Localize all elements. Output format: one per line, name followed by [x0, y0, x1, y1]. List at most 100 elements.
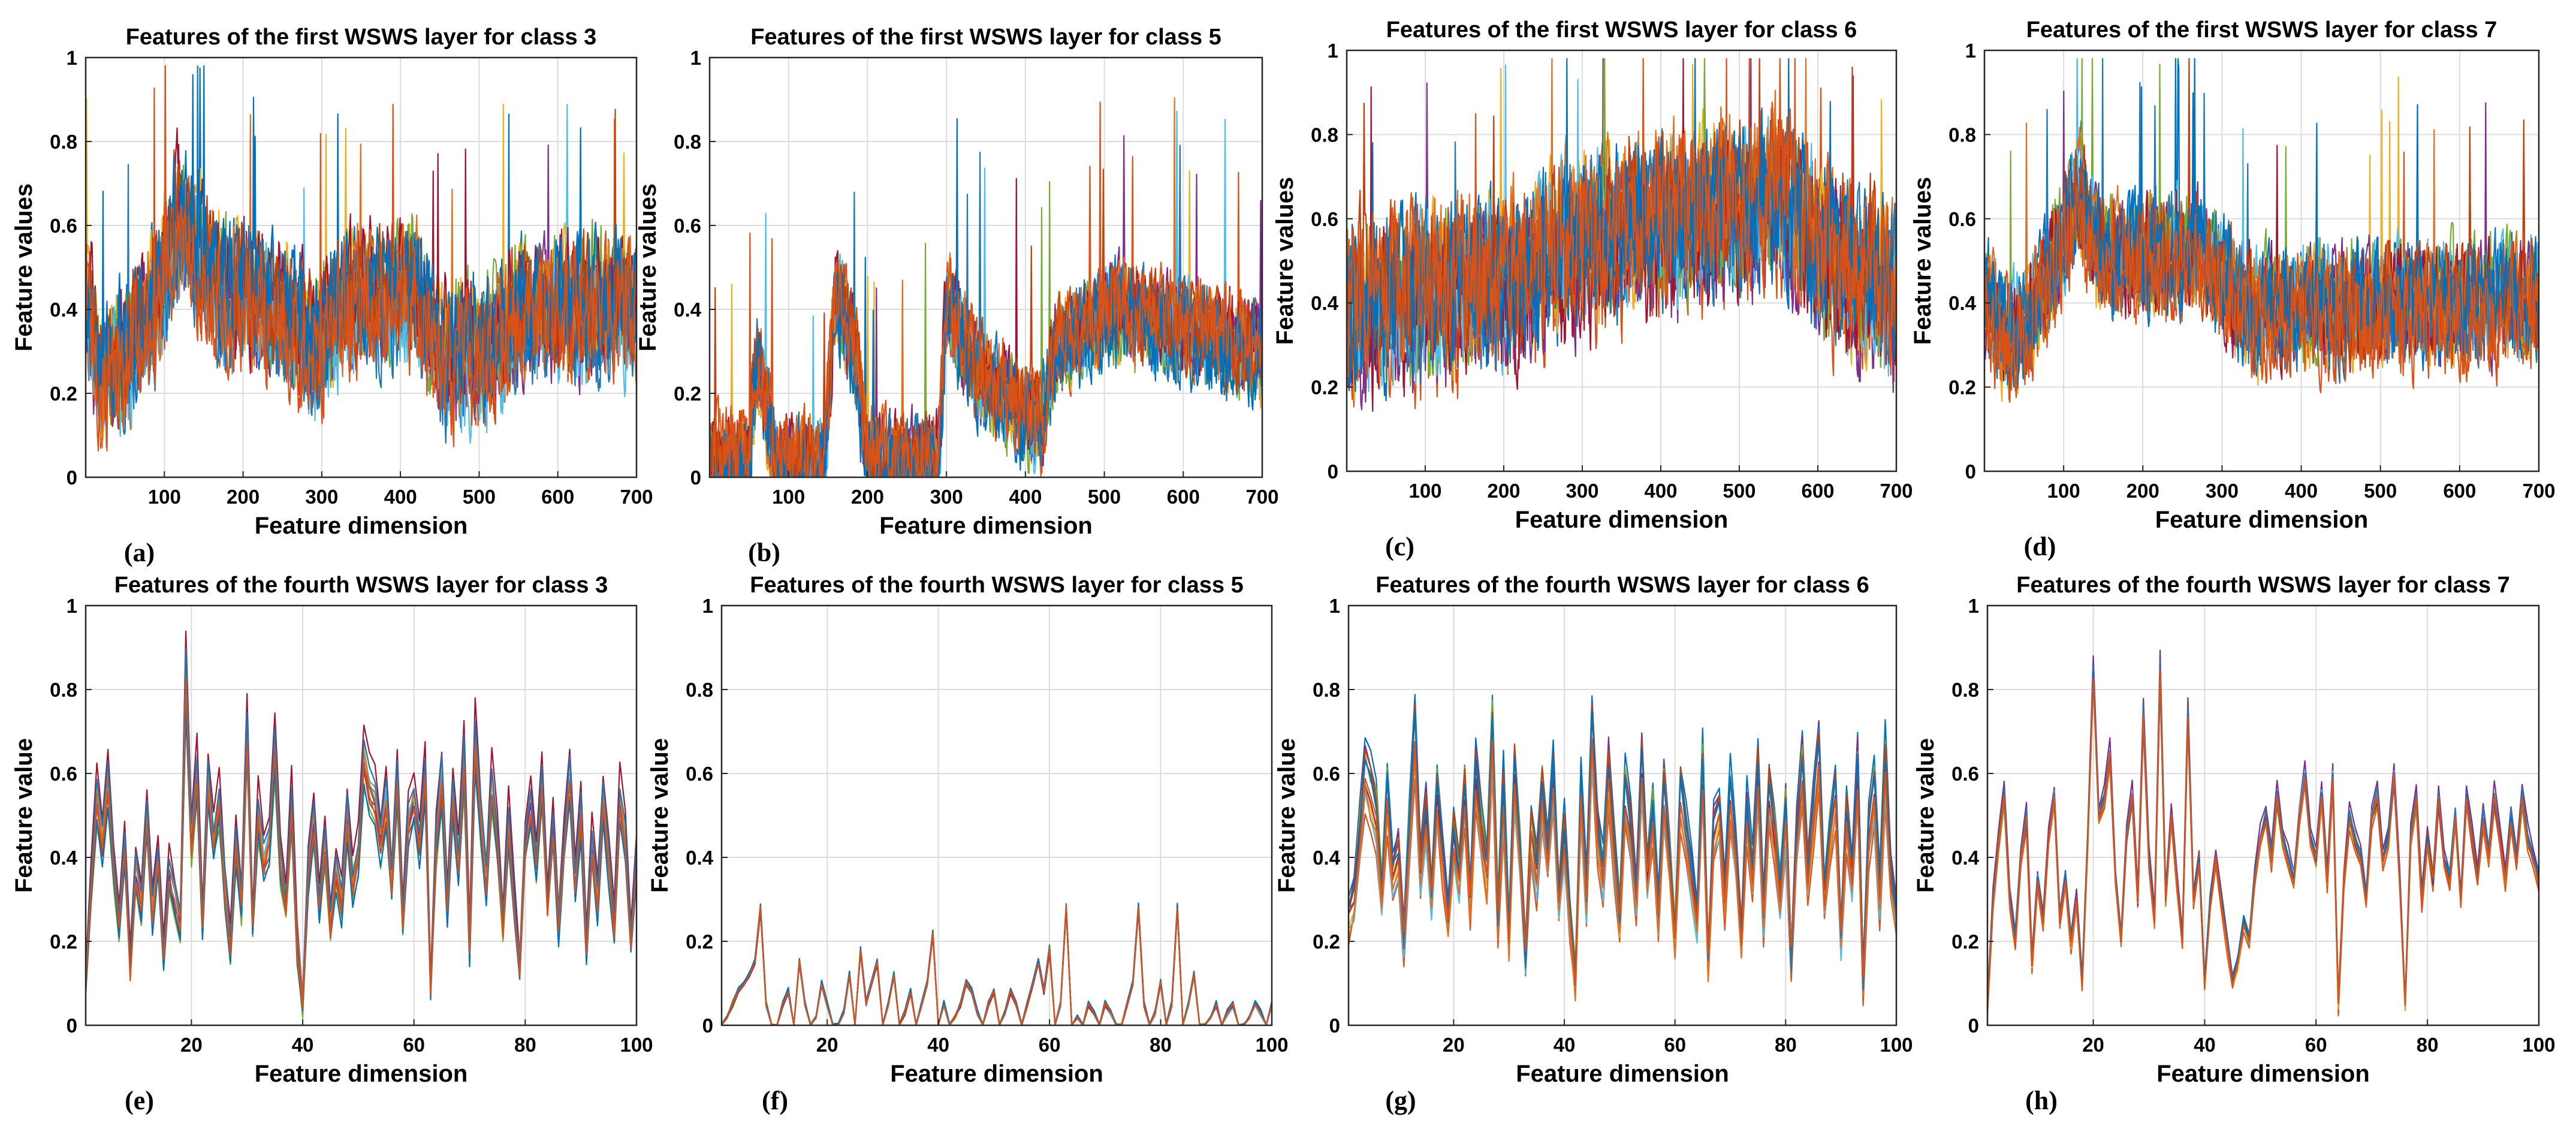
chart-title: Features of the first WSWS layer for cla…	[2026, 17, 2497, 43]
y-axis-label: Feature values	[11, 183, 37, 351]
series-line	[86, 648, 637, 1010]
chart-panel-d: 100 200 300 400 500 600 700 0 0.2 0.4 0.6 0.8 1 Featu…	[1910, 17, 2556, 561]
x-tick-label: 100	[620, 1034, 653, 1056]
x-tick-label: 400	[2285, 480, 2318, 502]
y-tick-label: 1	[702, 595, 713, 617]
chart-title: Features of the fourth WSWS layer for cl…	[750, 573, 1244, 598]
y-tick-label: 0.8	[1951, 679, 1979, 701]
axes-box	[708, 56, 1263, 478]
chart-panel-c: 100 200 300 400 500 600 700 0 0.2 0.4 0.6 0.8 1 Featu…	[1272, 17, 1913, 561]
panel-label: (b)	[748, 538, 780, 567]
series-group	[1347, 58, 1896, 412]
y-tick-label: 0.6	[674, 215, 701, 237]
series-line	[1984, 58, 2539, 388]
panel-label: (h)	[2025, 1086, 2058, 1115]
series-line	[1349, 711, 1896, 978]
y-tick-label: 0.6	[1951, 763, 1979, 785]
x-tick-label: 20	[2082, 1034, 2104, 1056]
y-tick-label: 1	[67, 595, 77, 617]
y-tick-label: 1	[67, 47, 77, 69]
x-tick-label: 400	[384, 486, 417, 508]
y-axis-label: Feature values	[635, 183, 661, 351]
y-tick-label: 0.8	[1313, 679, 1340, 701]
chart-panel-a: 100 200 300 400 500 600 700 0 0.2 0.4 0.6 0.8 1 Featu…	[11, 25, 653, 567]
x-tick-label: 600	[1167, 486, 1200, 508]
x-tick-label: 300	[305, 486, 338, 508]
x-tick-label: 600	[541, 486, 574, 508]
x-tick-label: 200	[2126, 480, 2159, 502]
y-tick-label: 0.6	[1948, 208, 1976, 230]
chart-panel-b: 100 200 300 400 500 600 700 0 0.2 0.4 0.6 0.8 1 Featu…	[635, 25, 1279, 567]
panel-label: (c)	[1385, 532, 1414, 561]
x-tick-label: 400	[1644, 480, 1677, 502]
series-line	[1987, 678, 2539, 1007]
y-tick-label: 0	[1329, 1014, 1340, 1037]
x-tick-label: 40	[927, 1034, 949, 1056]
y-axis-label: Feature value	[1274, 738, 1300, 893]
x-tick-label: 40	[1554, 1034, 1576, 1056]
y-tick-label: 0	[702, 1014, 713, 1037]
x-tick-label: 80	[2417, 1034, 2439, 1056]
series-line	[1984, 184, 2539, 399]
series-line	[1347, 58, 1896, 379]
x-tick-label: 300	[930, 486, 963, 508]
chart-title: Features of the first WSWS layer for cla…	[1386, 17, 1857, 43]
axes-box	[1983, 49, 2540, 472]
y-tick-label: 0.2	[686, 931, 713, 953]
x-tick-label: 20	[1443, 1034, 1465, 1056]
series-line	[722, 905, 1272, 1025]
x-tick-label: 100	[772, 486, 805, 508]
x-tick-label: 500	[1723, 480, 1755, 502]
series-line	[86, 676, 637, 1010]
series-group	[86, 65, 637, 451]
y-tick-label: 0.6	[1313, 763, 1340, 785]
x-axis-label: Feature dimension	[1516, 1061, 1729, 1087]
chart-panel-h: 20 40 60 80 100 0 0.2 0.4 0.6 0.8 1 Features of the…	[1913, 573, 2556, 1115]
x-tick-label: 200	[1487, 480, 1520, 502]
series-line	[1987, 681, 2539, 1017]
y-tick-label: 0	[690, 466, 701, 489]
y-tick-label: 0.8	[50, 679, 77, 701]
axes-box	[1346, 49, 1898, 472]
x-tick-label: 80	[1775, 1034, 1797, 1056]
y-tick-label: 0	[1328, 460, 1338, 483]
x-tick-label: 100	[1408, 480, 1441, 502]
y-tick-label: 1	[1965, 40, 1976, 62]
y-tick-label: 0.8	[1311, 124, 1338, 146]
y-tick-label: 0	[1968, 1014, 1979, 1037]
x-axis-label: Feature dimension	[1515, 507, 1729, 533]
x-tick-label: 500	[463, 486, 496, 508]
panel-label: (e)	[125, 1086, 154, 1115]
y-tick-label: 0.8	[674, 131, 701, 153]
series-group	[86, 630, 637, 1019]
x-axis-label: Feature dimension	[2156, 1061, 2370, 1087]
x-tick-label: 700	[1880, 480, 1913, 502]
x-axis-label: Feature dimension	[2155, 507, 2369, 533]
chart-title: Features of the first WSWS layer for cla…	[126, 25, 597, 50]
y-tick-label: 0.2	[674, 383, 701, 405]
y-axis-label: Feature values	[1272, 177, 1298, 345]
x-axis-label: Feature dimension	[879, 513, 1093, 539]
x-tick-label: 20	[180, 1034, 203, 1056]
y-tick-label: 0	[1965, 460, 1976, 483]
x-tick-label: 100	[2522, 1034, 2555, 1056]
y-tick-label: 0.6	[50, 215, 77, 237]
y-tick-label: 0.4	[1948, 292, 1977, 314]
series-line	[86, 65, 637, 451]
x-axis-label: Feature dimension	[890, 1061, 1103, 1087]
chart-title: Features of the fourth WSWS layer for cl…	[114, 573, 608, 598]
y-axis-label: Feature value	[1913, 738, 1939, 893]
x-tick-label: 100	[1255, 1034, 1288, 1056]
x-axis-label: Feature dimension	[255, 1061, 468, 1087]
series-line	[710, 101, 1262, 477]
y-tick-label: 0.2	[1951, 931, 1979, 953]
y-tick-label: 1	[690, 47, 701, 69]
axes-box	[85, 604, 638, 1026]
series-group	[1987, 649, 2539, 1017]
y-tick-label: 0.4	[50, 299, 78, 321]
y-tick-label: 0.4	[1313, 847, 1341, 869]
series-group	[710, 97, 1262, 477]
x-tick-label: 500	[1088, 486, 1121, 508]
y-tick-label: 0.2	[1311, 377, 1338, 399]
y-tick-label: 0.6	[686, 763, 713, 785]
